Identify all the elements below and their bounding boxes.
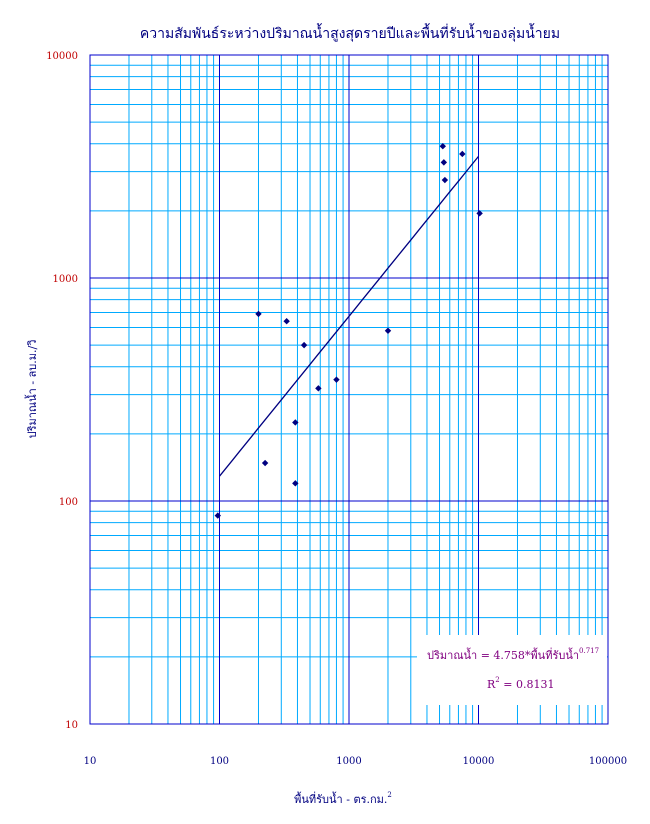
chart-title: ความสัมพันธ์ระหว่างปริมาณน้ำสูงสุดรายปีแ… bbox=[140, 23, 560, 42]
x-axis-label: พื้นที่รับน้ำ - ตร.กม.2 bbox=[294, 791, 392, 806]
x-tick-label: 10000 bbox=[463, 756, 495, 767]
r-squared-prefix: R bbox=[487, 678, 496, 691]
data-point bbox=[459, 150, 466, 158]
y-tick-label: 1000 bbox=[53, 274, 78, 285]
trendline-group bbox=[218, 155, 480, 477]
x-tick-label: 1000 bbox=[336, 756, 361, 767]
x-tick-label: 100000 bbox=[589, 756, 627, 767]
x-tick-labels: 10 100 1000 10000 100000 bbox=[84, 756, 627, 767]
x-axis-label-text: พื้นที่รับน้ำ - ตร.กม. bbox=[294, 791, 387, 806]
equation-prefix: ปริมาณน้ำ = 4.758*พื้นที่รับน้ำ bbox=[427, 647, 579, 662]
r-squared-value: = 0.8131 bbox=[500, 678, 555, 691]
minor-gridlines bbox=[90, 55, 608, 724]
y-tick-label: 100 bbox=[59, 497, 78, 508]
x-tick-label: 10 bbox=[84, 756, 97, 767]
data-point bbox=[315, 385, 322, 392]
x-axis-label-superscript: 2 bbox=[387, 791, 391, 799]
equation-box-background bbox=[417, 635, 607, 705]
data-point bbox=[441, 176, 449, 184]
data-point bbox=[384, 327, 392, 334]
data-point bbox=[261, 459, 269, 467]
equation-exponent: 0.717 bbox=[579, 647, 599, 655]
r-squared-text: R2 = 0.8131 bbox=[487, 676, 554, 691]
equation-text: ปริมาณน้ำ = 4.758*พื้นที่รับน้ำ0.717 bbox=[427, 647, 599, 662]
power-trendline bbox=[218, 155, 480, 477]
data-point bbox=[300, 341, 308, 349]
y-tick-label: 10 bbox=[65, 720, 78, 731]
equation-box: ปริมาณน้ำ = 4.758*พื้นที่รับน้ำ0.717 R2 … bbox=[417, 635, 607, 705]
y-tick-label: 10000 bbox=[46, 51, 78, 62]
data-point bbox=[476, 210, 483, 217]
data-point bbox=[440, 159, 448, 166]
y-axis-label: ปริมาณน้ำ - ลบ.ม./วิ bbox=[24, 340, 39, 439]
x-tick-label: 100 bbox=[210, 756, 229, 767]
data-point bbox=[283, 318, 290, 325]
r-squared-exponent: 2 bbox=[495, 676, 499, 684]
data-points bbox=[214, 142, 483, 519]
data-point bbox=[292, 480, 299, 487]
data-point bbox=[255, 310, 262, 318]
data-point bbox=[292, 419, 299, 426]
y-tick-labels: 10 100 1000 10000 bbox=[46, 51, 78, 731]
major-gridlines bbox=[89, 54, 609, 725]
data-point bbox=[214, 512, 221, 519]
data-point bbox=[333, 376, 340, 383]
data-point bbox=[439, 142, 446, 150]
plot-area-border bbox=[89, 54, 609, 725]
